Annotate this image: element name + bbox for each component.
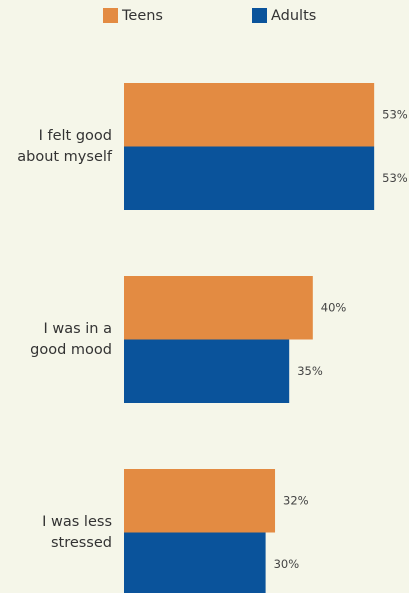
legend-swatch <box>252 8 267 23</box>
bar <box>124 339 290 403</box>
category-label: I was less stressed <box>42 513 112 551</box>
category-label: I was in a good mood <box>30 320 112 358</box>
value-label: 40% <box>321 300 347 314</box>
value-label: 53% <box>382 107 408 121</box>
bar <box>124 146 375 210</box>
legend-swatch <box>103 8 118 23</box>
category-label: I felt good about myself <box>17 127 112 165</box>
bar <box>124 532 266 593</box>
value-label: 53% <box>382 171 408 185</box>
bar <box>124 469 276 533</box>
value-label: 32% <box>283 493 309 507</box>
legend-label: Adults <box>271 8 316 24</box>
value-label: 35% <box>297 364 323 378</box>
bar <box>124 276 313 340</box>
bar <box>124 83 375 147</box>
legend-label: Teens <box>121 8 163 24</box>
value-label: 30% <box>274 557 300 571</box>
